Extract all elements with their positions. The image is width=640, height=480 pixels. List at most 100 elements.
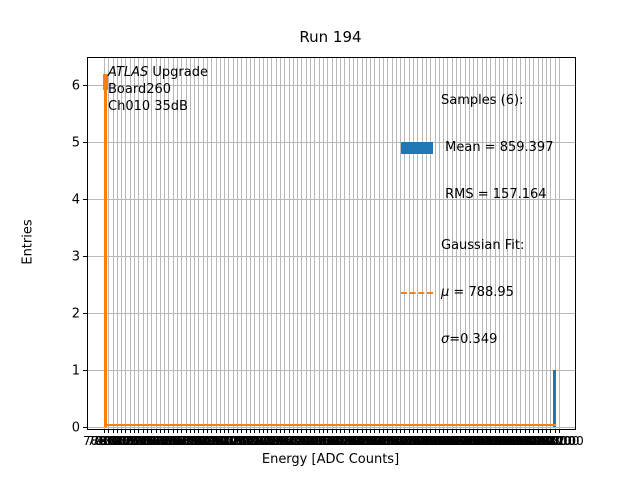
x-tick-label: 1008.00 xyxy=(315,434,365,448)
plot-area: ATLAS Upgrade Board260 Ch010 35dB Sample… xyxy=(72,57,584,448)
x-tick-mark xyxy=(408,429,410,433)
x-tick-label: 1156.00 xyxy=(474,434,524,448)
x-tick-mark xyxy=(292,429,294,433)
x-tick-label: 884.00 xyxy=(186,434,229,448)
x-tick-mark xyxy=(498,429,500,433)
annotation-line-2: Board260 xyxy=(108,82,172,97)
x-gridline xyxy=(207,58,209,429)
x-gridline xyxy=(142,58,144,429)
legend-row-mean: Mean = 859.397 xyxy=(399,139,553,156)
y-tick-label: 4 xyxy=(71,192,80,207)
x-tick-mark xyxy=(455,429,457,433)
x-gridline xyxy=(249,58,251,429)
x-tick-label: 1072.00 xyxy=(383,434,434,448)
x-tick-label: 996.00 xyxy=(306,434,349,448)
x-gridline xyxy=(473,58,475,429)
x-gridline xyxy=(318,58,320,429)
x-tick-mark xyxy=(219,429,221,433)
x-tick-mark xyxy=(151,429,153,433)
x-gridline xyxy=(395,58,397,429)
x-tick-label: 1004.00 xyxy=(310,434,361,448)
x-gridline xyxy=(176,58,178,429)
x-gridline xyxy=(533,58,535,429)
x-tick-mark xyxy=(550,429,552,433)
legend-rms-value: RMS = 157.164 xyxy=(441,187,547,202)
x-tick-mark xyxy=(189,429,191,433)
x-gridline xyxy=(254,58,256,429)
x-gridline xyxy=(146,58,148,429)
x-gridline xyxy=(494,58,496,429)
x-gridline xyxy=(228,58,230,429)
x-tick-label: 876.00 xyxy=(177,434,220,448)
x-tick-label: 1120.00 xyxy=(435,434,486,448)
gaussian-fit-spike xyxy=(103,73,107,427)
x-tick-label: 800.00 xyxy=(95,434,138,448)
x-tick-mark xyxy=(207,429,209,433)
x-tick-mark xyxy=(310,429,312,433)
x-tick-label: 960.00 xyxy=(267,434,310,448)
x-tick-label: 836.00 xyxy=(134,434,177,448)
x-tick-label: 928.00 xyxy=(233,434,276,448)
x-gridline xyxy=(550,58,552,429)
x-tick-label: 844.00 xyxy=(143,434,186,448)
x-gridline xyxy=(477,58,479,429)
x-tick-label: 1100.00 xyxy=(413,434,464,448)
x-tick-mark xyxy=(322,429,324,433)
x-tick-label: 1064.00 xyxy=(375,434,425,448)
x-tick-mark xyxy=(383,429,384,433)
mu-symbol: μ xyxy=(441,285,450,300)
x-gridline xyxy=(211,58,213,429)
x-gridline xyxy=(528,58,530,429)
x-gridline xyxy=(172,58,174,429)
x-tick-mark xyxy=(172,429,174,433)
x-gridline xyxy=(245,58,247,429)
y-tick-mark xyxy=(83,85,88,86)
x-gridline xyxy=(537,58,539,429)
x-gridline xyxy=(335,58,337,429)
x-tick-mark xyxy=(129,429,131,433)
x-tick-mark xyxy=(340,429,342,433)
legend-samples-header: Samples (6): xyxy=(441,93,524,108)
x-tick-mark xyxy=(528,429,530,433)
y-tick-label: 1 xyxy=(71,363,80,378)
annotation-line-1: ATLAS Upgrade xyxy=(108,64,208,81)
x-tick-label: 908.00 xyxy=(211,434,254,448)
dashed-line-icon xyxy=(401,291,433,294)
x-tick-label: 804.00 xyxy=(100,434,143,448)
x-gridline xyxy=(292,58,294,429)
x-tick-mark xyxy=(237,429,239,433)
x-tick-mark xyxy=(258,429,260,433)
x-tick-label: 852.00 xyxy=(151,434,194,448)
x-gridline xyxy=(125,58,127,429)
x-tick-mark xyxy=(275,429,277,433)
x-tick-label: 1132.00 xyxy=(448,434,498,448)
x-tick-label: 1024.00 xyxy=(332,434,383,448)
x-tick-mark xyxy=(494,429,496,433)
x-tick-mark xyxy=(121,429,123,433)
x-tick-mark xyxy=(198,429,200,433)
x-tick-label: 1044.00 xyxy=(353,434,404,448)
x-tick-mark xyxy=(348,429,350,433)
x-tick-label: 1200.00 xyxy=(521,434,571,448)
x-tick-mark xyxy=(224,429,226,433)
mu-rest: = 788.95 xyxy=(449,285,514,300)
x-tick-mark xyxy=(301,429,303,433)
x-gridline xyxy=(516,58,518,429)
x-gridline xyxy=(460,58,462,429)
x-gridline xyxy=(490,58,492,429)
x-gridline xyxy=(464,58,466,429)
x-tick-label: 1196.00 xyxy=(517,434,567,448)
x-tick-label: 984.00 xyxy=(293,434,336,448)
x-gridline xyxy=(498,58,500,429)
x-gridline xyxy=(121,58,123,429)
x-tick-mark xyxy=(524,429,526,433)
x-tick-label: 1144.00 xyxy=(461,434,511,448)
y-axis-label: Entries xyxy=(20,219,36,265)
legend-row-sigma: σ=0.349 xyxy=(399,331,553,348)
x-gridline xyxy=(417,58,419,429)
x-tick-label: 1184.00 xyxy=(504,434,554,448)
x-tick-label: 1076.00 xyxy=(388,434,438,448)
x-tick-label: 1208.00 xyxy=(529,434,580,448)
x-tick-mark xyxy=(468,429,470,433)
x-gridline xyxy=(241,58,243,429)
